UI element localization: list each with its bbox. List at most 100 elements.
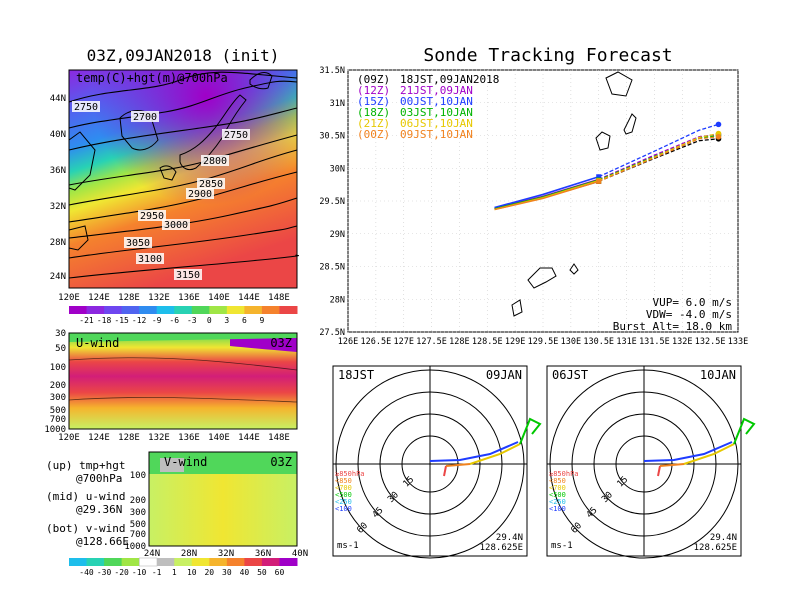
wind-colorbar-swatch [279,558,298,566]
uwind-lon-label: 148E [268,433,290,443]
hodo-level-label: <850 [335,477,352,485]
uwind-label: U-wind [76,336,119,350]
legend-line-3: (mid) u-wind [46,490,125,503]
vwind-label: V-wind [164,455,207,469]
wind-colorbar-tick: 50 [257,568,267,577]
vwind-pressure-label: 300 [130,508,146,518]
legend-line-4: @29.36N [76,503,122,516]
map700-lon-label: 136E [178,293,200,303]
track-lines [494,121,722,211]
wind-colorbar-swatch [86,558,105,566]
temp-colorbar-swatch [191,306,210,314]
uwind-pressure-label: 700 [50,415,66,425]
map700-lat-ticks: 44N 40N 36N 32N 28N 24N [50,94,66,282]
track-landing-point [715,121,722,128]
map700-contour-label-bg [162,219,190,230]
track-legend-label: (21Z) [357,117,390,130]
wind-colorbar-tick: 10 [187,568,197,577]
hodo-date: 09JAN [486,368,522,382]
map700-lat-label: 28N [50,238,66,248]
track-legend-time: 00JST,10JAN [400,95,473,108]
temp-colorbar-swatch [139,306,158,314]
track-lon-label: 129.5E [528,337,559,347]
vwind-gray-patch [160,458,184,472]
hodo-wind-trace [733,417,756,445]
map700-lon-label: 128E [118,293,140,303]
map700-lon-label: 140E [208,293,230,303]
left-legend: (up) tmp+hgt @700hPa (mid) u-wind @29.36… [46,459,129,548]
track-vup: VUP= 6.0 m/s [653,296,732,309]
map700-contour-label: 2900 [188,189,212,200]
wind-colorbar-tick: -1 [152,568,162,577]
map700-lon-ticks: 120E 124E 128E 132E 136E 140E 144E 148E [58,293,290,303]
track-legend-label: (09Z) [357,73,390,86]
temp-colorbar-swatch [156,306,175,314]
hodo-lon: 128.625E [694,543,737,553]
track-legend-time: 06JST,10JAN [400,117,473,130]
vwind-pressure-label: 700 [130,530,146,540]
vwind-lat-label: 36N [255,549,271,559]
vwind-lat-label: 40N [292,549,308,559]
uwind-pressure-label: 50 [55,344,66,354]
left-title: 03Z,09JAN2018 (init) [87,46,280,65]
track-lon-label: 128E [449,337,469,347]
map700-contour-label: 3050 [126,238,150,249]
track-grid [347,69,739,333]
uwind-lon-label: 120E [58,433,80,443]
track-islands [511,71,637,317]
track-legend-label: (15Z) [357,95,390,108]
track-lon-label: 132.5E [695,337,726,347]
right-title: Sonde Tracking Forecast [423,45,672,66]
wind-colorbar-swatch [104,558,123,566]
track-lat-label: 27.5N [319,328,345,338]
temp-colorbar-swatch [244,306,263,314]
track-lat-label: 30N [330,164,345,174]
uwind-lon-label: 132E [148,433,170,443]
uwind-time: 03Z [270,336,292,350]
wind-colorbar-swatch [209,558,228,566]
vwind-frame [148,451,298,547]
hodo-level-label: <100 [549,505,566,513]
track-lat-label: 29.5N [319,197,345,207]
track-lat-label: 29N [330,230,345,240]
temp-colorbar-swatch [121,306,140,314]
track-ascent-line [494,176,599,209]
track-lon-label: 130E [561,337,581,347]
vwind-time: 03Z [270,455,292,469]
map700-contour-label: 2950 [140,211,164,222]
legend-line-2: @700hPa [76,472,122,485]
temp-colorbar-swatch [226,306,245,314]
hodo-lat: 29.4N [496,533,523,543]
uwind-lon-label: 136E [178,433,200,443]
track-legend-time: 09JST,10JAN [400,128,473,141]
vwind-lat-ticks: 24N 28N 32N 36N 40N [144,549,308,559]
uwind-pressure-label: 300 [50,393,66,403]
hodo-wind-trace [445,463,471,467]
track-lon-label: 131E [616,337,636,347]
track-landing-point [715,134,722,140]
hodo-level-label: <700 [549,484,566,492]
uwind-contours [68,357,298,403]
legend-line-1: (up) tmp+hgt [46,459,125,472]
vwind-lat-label: 32N [218,549,234,559]
wind-colorbar-swatch [244,558,263,566]
temp-colorbar-swatch [69,306,88,314]
legend-line-5: (bot) v-wind [46,522,125,535]
hodo-wind-trace [519,417,542,445]
hodo-level-label: ≥850hPa [335,470,365,478]
map700-lon-label: 144E [238,293,260,303]
temp-colorbar-swatch [104,306,123,314]
track-ascent-line [494,180,599,211]
map700-contour-label: 2850 [199,179,223,190]
vwind-pressure-label: 200 [130,496,146,506]
map700-lat-label: 32N [50,202,66,212]
temp-colorbar-tick: 9 [260,316,265,325]
wind-colorbar-swatch [121,558,140,566]
hodo-wind-trace [469,443,521,465]
uwind-top-purple [230,334,297,352]
hodo-level-label: ≥850hPa [549,470,579,478]
track-descent-line [598,133,719,180]
